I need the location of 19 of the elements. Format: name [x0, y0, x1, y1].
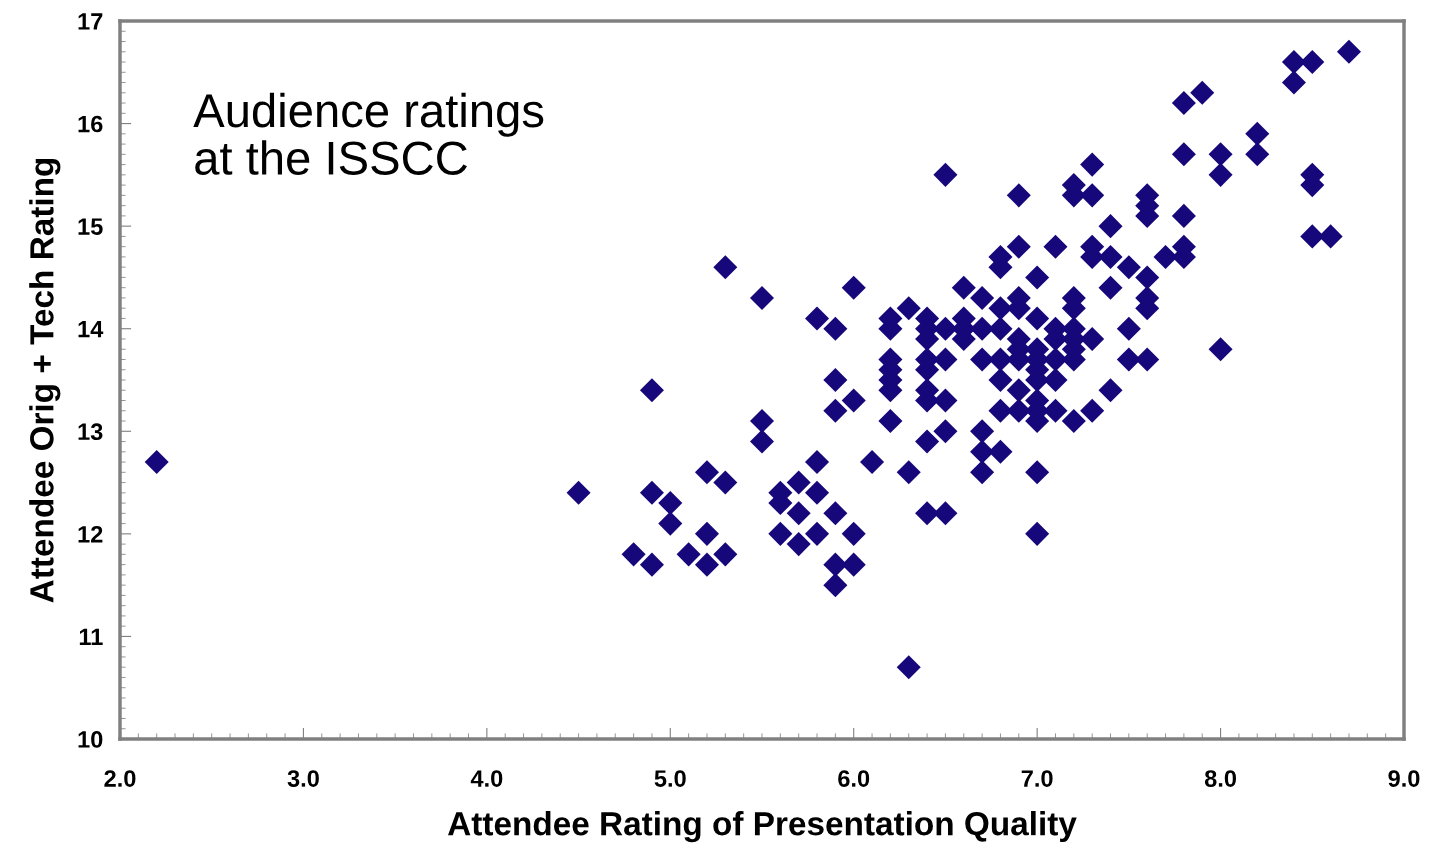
- x-tick-label: 7.0: [1021, 770, 1053, 787]
- x-tick-label: 5.0: [654, 770, 686, 787]
- y-axis-title: Attendee Orig + Tech Rating: [29, 158, 61, 603]
- x-tick-label: 9.0: [1388, 770, 1420, 787]
- x-axis-title: Attendee Rating of Presentation Quality: [448, 811, 1077, 843]
- y-tick-label: 15: [78, 218, 103, 235]
- x-tick-label: 2.0: [104, 770, 136, 787]
- annotation: Audience ratings at the ISSCC: [193, 92, 544, 175]
- y-tick-label: 16: [78, 115, 103, 133]
- y-tick-label: 12: [78, 525, 103, 543]
- x-tick-label: 4.0: [470, 770, 503, 787]
- y-tick-label: 14: [78, 321, 104, 338]
- y-tick-label: 13: [78, 423, 103, 441]
- x-tick-label: 6.0: [838, 770, 870, 787]
- x-tick-label: 8.0: [1204, 770, 1237, 787]
- y-tick-label: 11: [79, 628, 103, 645]
- x-tick-label: 3.0: [287, 770, 319, 787]
- y-tick-label: 17: [78, 13, 103, 30]
- y-tick-label: 10: [78, 731, 103, 748]
